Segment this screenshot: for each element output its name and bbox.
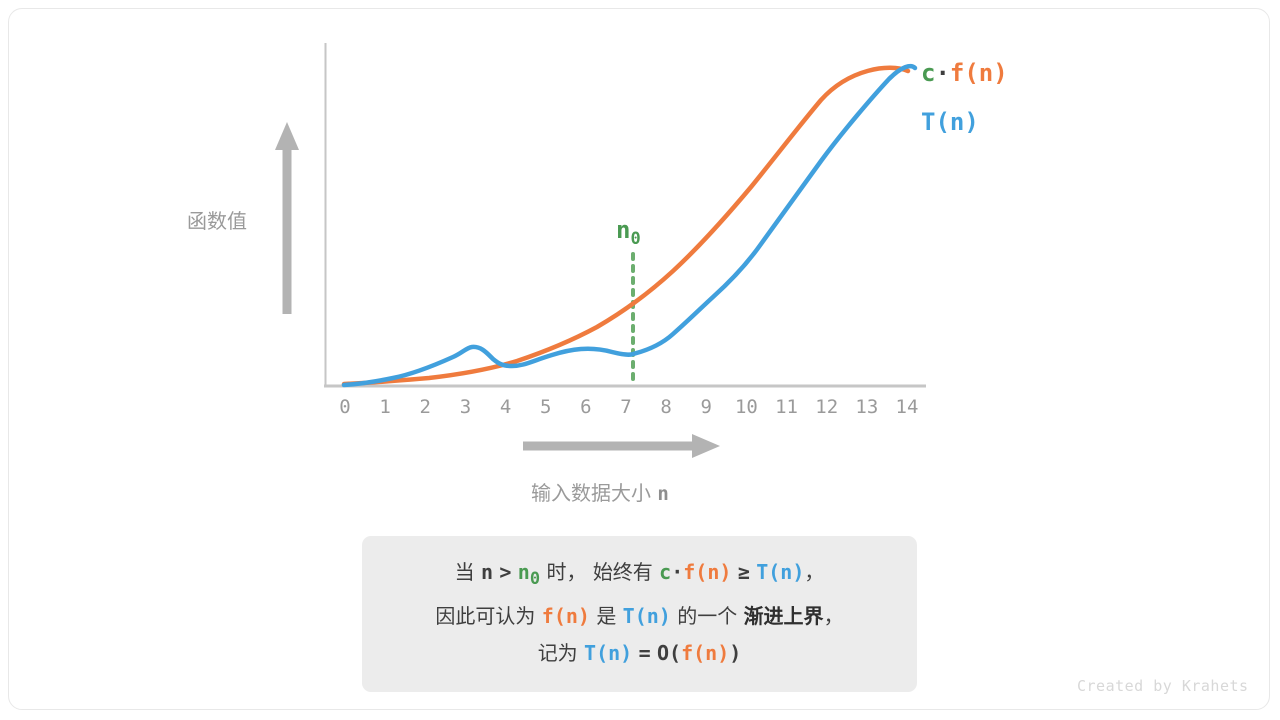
x-direction-arrow: [523, 434, 720, 458]
caption-token: 时，: [546, 560, 587, 584]
x-axis-label-text: 输入数据大小: [531, 481, 651, 505]
caption-token: 是: [596, 604, 617, 628]
caption-token: ): [729, 641, 742, 665]
legend-function-f-n: f(n): [949, 59, 1008, 87]
caption-token: 记为: [537, 641, 578, 665]
caption-token: n0: [517, 560, 541, 589]
x-tick-13: 13: [855, 396, 879, 418]
x-tick-9: 9: [700, 396, 712, 418]
legend-label-c-f-n: c·f(n): [921, 59, 1008, 87]
caption-token: f(n): [541, 604, 590, 628]
x-tick-4: 4: [499, 396, 512, 418]
x-tick-12: 12: [815, 396, 839, 418]
legend-function-t-n: T(n): [921, 108, 979, 136]
caption-token: 始终有: [592, 560, 653, 584]
caption-token: ≥: [737, 560, 750, 584]
caption-token: T(n): [756, 560, 805, 584]
caption-token: c: [659, 560, 672, 584]
caption-box: 当 n > n0 时， 始终有 c·f(n) ≥ T(n)， 因此可认为 f(n…: [362, 536, 917, 692]
x-tick-5: 5: [539, 396, 552, 418]
x-tick-7: 7: [620, 396, 632, 418]
caption-line-3: 记为 T(n) = O(f(n)): [372, 635, 907, 672]
caption-token: 因此可认为: [435, 604, 536, 628]
x-tick-3: 3: [459, 396, 472, 418]
asymptotic-upper-bound-chart: [275, 43, 926, 458]
caption-token: f(n): [681, 641, 730, 665]
x-tick-10: 10: [734, 396, 758, 418]
legend-coefficient: c: [921, 59, 936, 87]
x-axis-label-var: n: [657, 483, 669, 505]
n0-base: n: [616, 216, 631, 244]
caption-token: O(: [656, 641, 682, 665]
caption-line-1: 当 n > n0 时， 始终有 c·f(n) ≥ T(n)，: [372, 554, 907, 598]
caption-token: ，: [823, 604, 844, 628]
curve-c-f-n: [341, 65, 911, 387]
x-tick-8: 8: [660, 396, 672, 418]
n0-subscript: 0: [630, 228, 641, 249]
caption-subscript: 0: [529, 569, 541, 589]
caption-token: 的一个: [677, 604, 738, 628]
x-tick-1: 1: [379, 396, 391, 418]
caption-token: =: [638, 641, 651, 665]
caption-token: >: [499, 560, 512, 584]
legend-label-t-n: T(n): [921, 108, 979, 136]
caption-token: T(n): [584, 641, 633, 665]
y-direction-arrow: [275, 122, 299, 314]
watermark-credit: Created by Krahets: [1077, 677, 1249, 695]
x-tick-2: 2: [419, 396, 431, 418]
x-tick-0: 0: [339, 396, 351, 418]
n0-marker-label: n0: [616, 216, 641, 249]
caption-token: 当: [454, 560, 475, 584]
legend-multiply-dot: ·: [935, 59, 950, 87]
caption-token: f(n): [683, 560, 732, 584]
x-tick-11: 11: [775, 396, 798, 418]
curve-t-n: [341, 63, 918, 388]
caption-token: T(n): [622, 604, 671, 628]
y-axis-label: 函数值: [187, 209, 247, 233]
caption-line-2: 因此可认为 f(n) 是 T(n) 的一个 渐进上界，: [372, 598, 907, 635]
caption-token: ·: [671, 560, 684, 584]
x-tick-14: 14: [895, 396, 919, 418]
figure-frame: 函数值 输入数据大小 n 0 1 2 3 4 5 6 7 8 9 10 11 12 13 14 n0 c·f…: [8, 8, 1270, 710]
x-axis-label: 输入数据大小 n: [531, 477, 669, 506]
x-tick-6: 6: [580, 396, 592, 418]
caption-token: 渐进上界: [743, 604, 824, 628]
caption-token: ，: [804, 560, 825, 584]
caption-token: n: [480, 560, 494, 584]
